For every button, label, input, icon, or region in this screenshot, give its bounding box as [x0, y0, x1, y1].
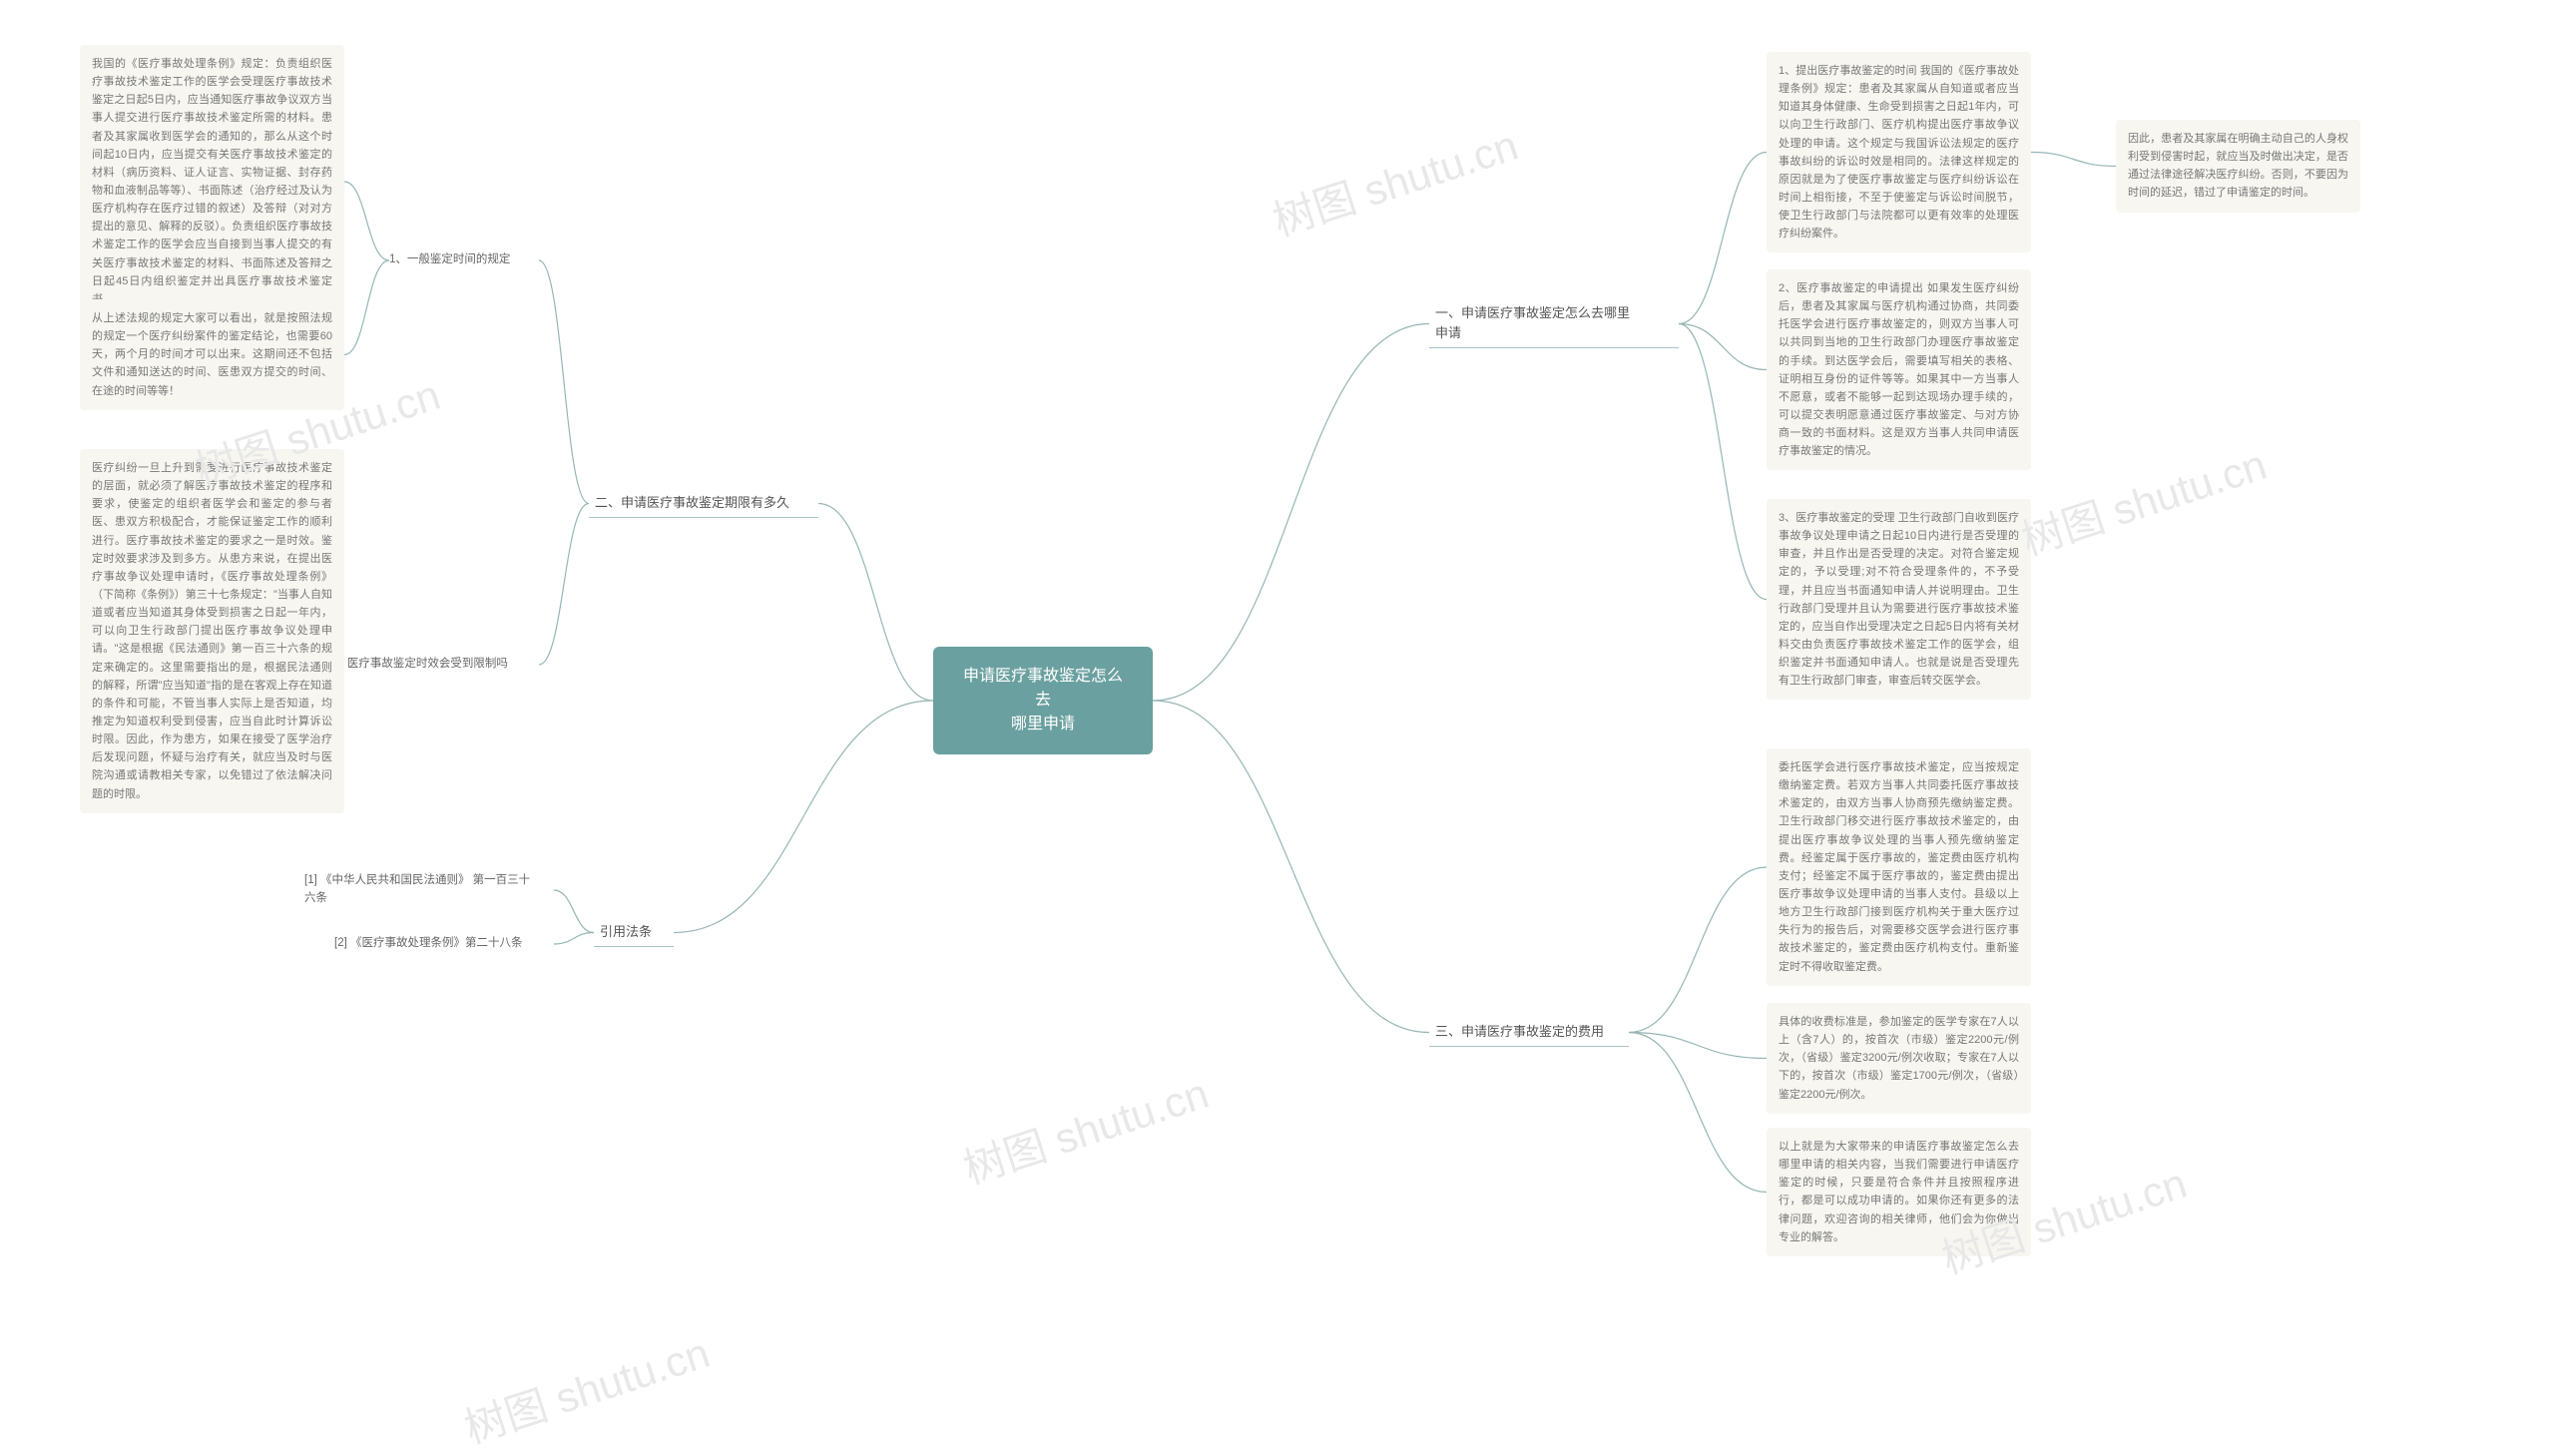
node-b1: 一、申请医疗事故鉴定怎么去哪里申请 [1429, 299, 1679, 348]
node-b2: 二、申请医疗事故鉴定期限有多久 [589, 489, 818, 518]
node-b3: 三、申请医疗事故鉴定的费用 [1429, 1018, 1629, 1047]
edge-layer [0, 0, 2555, 1420]
node-l1_1b: 因此，患者及其家属在明确主动自己的人身权利受到侵害时起，就应当及时做出决定，是否… [2116, 120, 2360, 213]
node-s4_1: [1] 《中华人民共和国民法通则》 第一百三十六条 [304, 870, 554, 910]
node-l1_2: 2、医疗事故鉴定的申请提出 如果发生医疗纠纷后，患者及其家属与医疗机构通过协商，… [1767, 269, 2031, 470]
node-l3_2: 具体的收费标准是，参加鉴定的医学专家在7人以上（含7人）的，按首次（市级）鉴定2… [1767, 1003, 2031, 1114]
node-center: 申请医疗事故鉴定怎么去哪里申请 [933, 647, 1153, 754]
node-l1_3: 3、医疗事故鉴定的受理 卫生行政部门自收到医疗事故争议处理申请之日起10日内进行… [1767, 499, 2031, 700]
node-b4: 引用法条 [594, 918, 674, 947]
node-l3_3: 以上就是为大家带来的申请医疗事故鉴定怎么去哪里申请的相关内容，当我们需要进行申请… [1767, 1128, 2031, 1256]
node-l2_1b: 从上述法规的规定大家可以看出，就是按照法规的规定一个医疗纠纷案件的鉴定结论，也需… [80, 299, 344, 410]
node-s2_2: 2、医疗事故鉴定时效会受到限制吗 [329, 654, 539, 676]
node-s4_2: [2] 《医疗事故处理条例》第二十八条 [334, 933, 554, 955]
node-l2_2: 医疗纠纷一旦上升到需要进行医疗事故技术鉴定的层面，就必须了解医疗事故技术鉴定的程… [80, 449, 344, 813]
node-l1_1: 1、提出医疗事故鉴定的时间 我国的《医疗事故处理条例》规定：患者及其家属从自知道… [1767, 52, 2031, 252]
watermark: 树图 shutu.cn [1265, 112, 1525, 248]
watermark: 树图 shutu.cn [456, 1319, 717, 1456]
watermark: 树图 shutu.cn [955, 1060, 1216, 1197]
watermark: 树图 shutu.cn [2013, 431, 2274, 568]
node-l2_1a: 我国的《医疗事故处理条例》规定：负责组织医疗事故技术鉴定工作的医学会受理医疗事故… [80, 45, 344, 318]
node-s2_1: 1、一般鉴定时间的规定 [389, 249, 539, 271]
node-l3_1: 委托医学会进行医疗事故技术鉴定，应当按规定缴纳鉴定费。若双方当事人共同委托医疗事… [1767, 748, 2031, 986]
